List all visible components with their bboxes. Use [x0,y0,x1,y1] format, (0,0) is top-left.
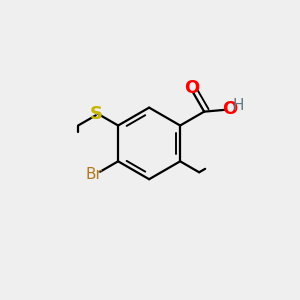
Text: Br: Br [85,167,102,182]
Text: O: O [184,80,200,98]
Text: S: S [90,104,103,122]
Text: O: O [223,100,238,118]
Text: H: H [232,98,244,113]
